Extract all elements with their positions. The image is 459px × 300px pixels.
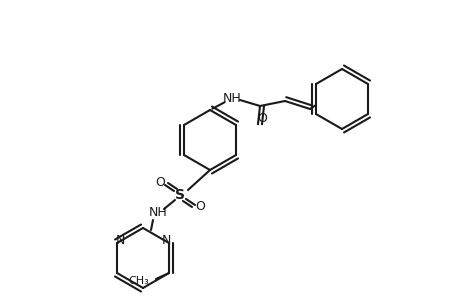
Text: N: N xyxy=(161,235,170,248)
Text: O: O xyxy=(155,176,165,190)
Text: CH₃: CH₃ xyxy=(128,276,149,286)
Text: O: O xyxy=(195,200,205,214)
Text: NH: NH xyxy=(222,92,241,104)
Text: S: S xyxy=(174,188,185,202)
Text: N: N xyxy=(115,235,124,248)
Text: NH: NH xyxy=(148,206,167,220)
Text: O: O xyxy=(257,112,266,124)
